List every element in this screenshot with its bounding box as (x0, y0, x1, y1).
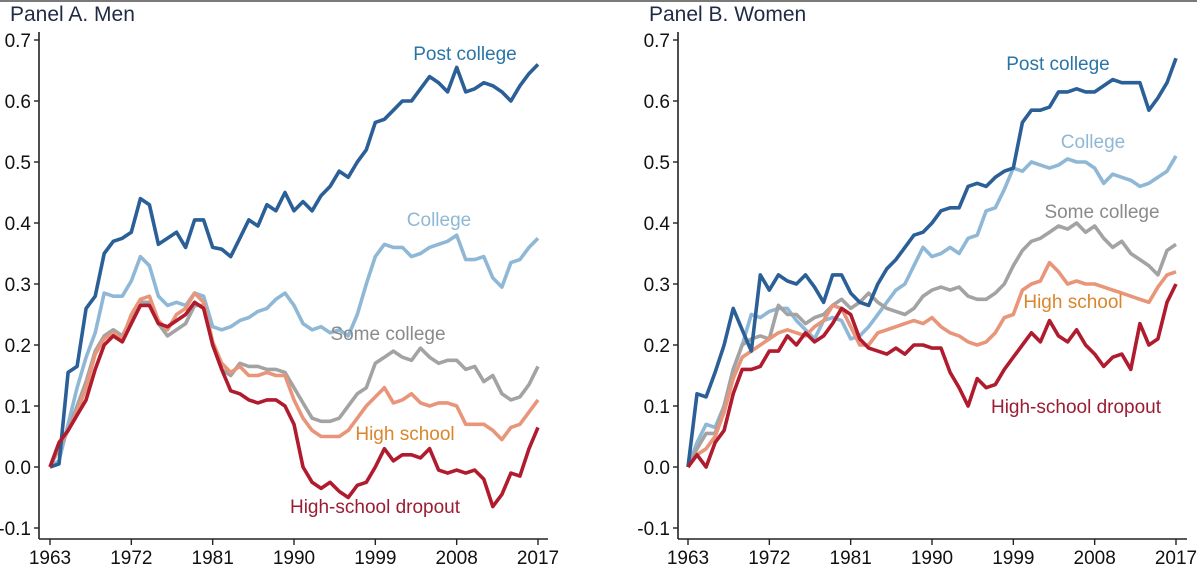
y-tick-label: 0.1 (644, 397, 670, 418)
x-tick-label: 1972 (110, 548, 152, 566)
series-line-some-college (48, 300, 540, 468)
y-tick-label: -0.1 (0, 519, 31, 540)
y-tick-label: 0.0 (644, 458, 670, 479)
series-line-high-school (686, 260, 1177, 469)
y-tick-label: 0.4 (5, 214, 32, 235)
series-label: High school (1023, 292, 1122, 313)
series-line-post-college (49, 63, 540, 469)
y-tick-label: 0.6 (644, 92, 670, 113)
series-label: College (407, 210, 471, 231)
x-tick-label: 1981 (830, 548, 872, 566)
series-label: Some college (330, 324, 445, 345)
panel-a-title: Panel A. Men (10, 3, 135, 26)
y-tick-label: 0.7 (644, 31, 670, 52)
x-tick-label: 2008 (436, 548, 478, 566)
y-tick-label: 0.0 (5, 458, 31, 479)
series-line-high-school-dropout (48, 300, 540, 509)
series-label: High school (355, 424, 454, 445)
y-tick-label: 0.5 (644, 153, 670, 174)
series-label: Post college (413, 44, 517, 65)
x-tick-label: 1963 (667, 548, 709, 566)
x-tick-label: 1999 (992, 548, 1034, 566)
y-tick-label: 0.2 (5, 336, 31, 357)
y-tick-label: 0.7 (5, 31, 31, 52)
x-tick-label: 1981 (192, 548, 234, 566)
series-label: High-school dropout (991, 397, 1162, 418)
series-line-college (686, 154, 1178, 468)
x-tick-label: 2017 (1155, 548, 1197, 566)
series-line-college (48, 233, 540, 469)
x-tick-label: 2008 (1074, 548, 1116, 566)
y-tick-label: 0.4 (644, 214, 671, 235)
series-label: Some college (1044, 202, 1159, 223)
x-tick-label: 1963 (29, 548, 71, 566)
x-tick-label: 1972 (748, 548, 790, 566)
panel-men: Panel A. Men -0.1 0.0 0.1 0.2 0.3 0.4 0.5 0.6 0.… (0, 3, 559, 566)
y-tick-label: 0.3 (644, 275, 670, 296)
x-tick-label: 1990 (273, 548, 315, 566)
panel-women: Panel B. Women -0.1 0.0 0.1 0.2 0.3 0.4 0.5 0.6… (637, 3, 1197, 566)
x-tick-label: 2017 (517, 548, 559, 566)
y-tick-label: 0.2 (644, 336, 670, 357)
y-tick-label: -0.1 (637, 519, 670, 540)
y-tick-label: 0.6 (5, 92, 31, 113)
y-tick-label: 0.1 (5, 397, 31, 418)
series-label: Post college (1006, 54, 1110, 75)
series-label: High-school dropout (290, 497, 461, 518)
panel-b-title: Panel B. Women (649, 3, 806, 26)
top-border-line (0, 0, 1197, 2)
series-line-high-school-dropout (686, 283, 1178, 469)
series-line-post-college (686, 57, 1178, 468)
series-line-high-school (48, 291, 540, 468)
y-tick-label: 0.3 (5, 275, 31, 296)
x-tick-label: 1990 (911, 548, 953, 566)
series-label: College (1061, 132, 1125, 153)
y-tick-label: 0.5 (5, 153, 31, 174)
x-tick-label: 1999 (354, 548, 396, 566)
